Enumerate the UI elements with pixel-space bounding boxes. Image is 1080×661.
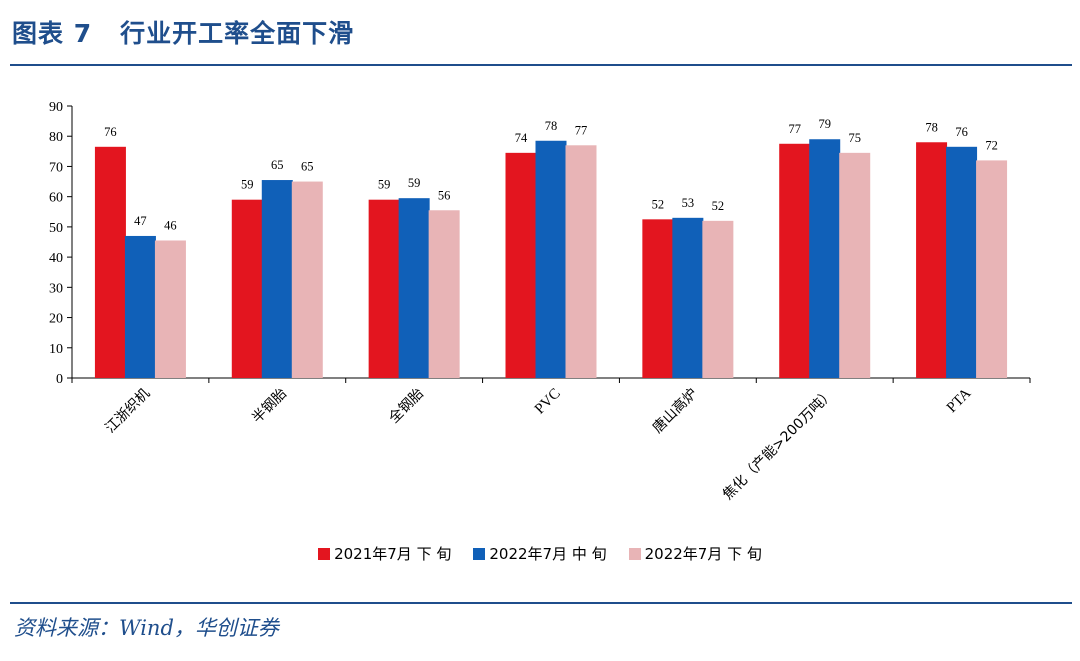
bar-series-2 [535,140,567,378]
y-tick-label: 90 [49,100,63,115]
y-tick-label: 80 [49,130,63,145]
data-label: 77 [788,122,801,136]
y-tick-label: 40 [49,251,63,266]
data-label: 59 [408,176,421,190]
data-label: 76 [955,125,968,139]
data-label: 74 [515,131,528,145]
category-label: 半钢胎 [249,386,290,427]
bar-series-2 [809,139,841,378]
bar-series-3 [839,152,871,378]
category-label: 焦化（产能>200万吨） [720,386,838,504]
data-label: 46 [164,218,177,232]
bar-series-1 [642,219,674,378]
data-label: 56 [438,188,451,202]
data-label: 52 [712,199,725,213]
bar-series-2 [261,180,293,378]
legend-item-series-1: 2021年7月 下 旬 [318,543,451,564]
bar-series-1 [505,152,537,378]
legend-label-series-2: 2022年7月 中 旬 [489,545,607,563]
bar-series-1 [368,199,400,378]
bar-chart: 0 10 20 30 40 50 60 70 80 90 76 47 46 江浙织机 59 65 65 半钢胎 59… [49,100,1031,504]
legend-swatch-series-1 [318,547,331,560]
data-label: 53 [682,196,695,210]
data-label: 52 [652,197,665,211]
source-note: 资料来源：Wind，华创证券 [14,616,279,640]
y-tick-label: 60 [49,191,63,206]
category-label: 江浙织机 [102,386,153,437]
chart-legend: 2021年7月 下 旬 2022年7月 中 旬 2022年7月 下 旬 [0,543,1080,564]
data-label: 78 [545,119,558,133]
category-label: PVC [532,386,564,418]
bar-series-1 [94,146,126,378]
y-tick-label: 10 [49,342,63,357]
bar-series-1 [231,199,263,378]
legend-swatch-series-2 [473,547,486,560]
y-tick-label: 70 [49,160,63,175]
data-label: 76 [104,125,117,139]
figure-title-text: 行业开工率全面下滑 [120,19,355,48]
bar-series-2 [398,198,430,378]
bar-series-3 [428,210,460,378]
bottom-rule [10,602,1072,604]
data-label: 72 [985,138,998,152]
data-label: 78 [925,120,938,134]
y-tick-label: 20 [49,312,63,327]
bar-series-3 [154,240,186,378]
legend-label-series-3: 2022年7月 下 旬 [644,545,762,563]
figure-title: 图表 7 行业开工率全面下滑 [12,14,354,50]
data-label: 65 [271,158,284,172]
data-label: 79 [818,117,831,131]
bar-series-3 [702,220,734,378]
bar-series-3 [565,145,597,378]
bar-series-1 [779,143,811,378]
category-label: 唐山高炉 [649,385,701,437]
legend-swatch-series-3 [628,547,641,560]
data-label: 47 [134,214,147,228]
bar-series-2 [946,146,978,378]
bar-series-1 [916,142,948,378]
bar-series-2 [672,217,704,378]
data-label: 77 [575,123,588,137]
bar-series-3 [291,181,323,378]
legend-item-series-2: 2022年7月 中 旬 [473,543,607,564]
legend-label-series-1: 2021年7月 下 旬 [334,545,452,563]
data-label: 65 [301,160,314,174]
bar-series-2 [124,235,156,378]
legend-item-series-3: 2022年7月 下 旬 [628,543,762,564]
data-label: 59 [378,178,391,192]
y-tick-label: 50 [49,221,63,236]
figure-number: 图表 7 [12,19,93,48]
category-label: PTA [944,385,975,416]
data-label: 75 [848,131,861,145]
bar-series-3 [976,160,1008,378]
data-label: 59 [241,178,254,192]
y-tick-label: 30 [49,281,63,296]
top-rule [10,64,1072,66]
y-tick-label: 0 [56,372,63,387]
category-label: 全钢胎 [385,385,427,427]
